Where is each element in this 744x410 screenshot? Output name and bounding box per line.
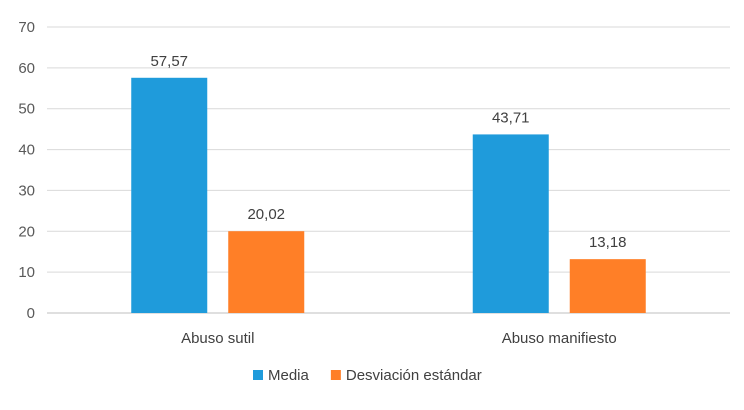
bar-desviacion-abuso-manifiesto: [569, 259, 646, 313]
y-tick-label: 50: [18, 101, 35, 118]
bars: [131, 77, 646, 313]
y-tick-label: 40: [18, 142, 35, 159]
data-label: 57,57: [150, 53, 188, 70]
bar-media-abuso-sutil: [131, 77, 208, 313]
bar-desviacion-abuso-sutil: [228, 231, 305, 313]
x-axis-categories: Abuso sutil Abuso manifiesto: [181, 330, 617, 347]
category-label: Abuso sutil: [181, 330, 254, 347]
data-label: 13,18: [589, 234, 627, 251]
legend-label: Desviación estándar: [346, 367, 482, 384]
y-tick-label: 70: [18, 19, 35, 36]
data-labels: 57,57 20,02 43,71 13,18: [150, 53, 626, 251]
legend-swatch: [330, 370, 341, 380]
category-label: Abuso manifiesto: [502, 330, 617, 347]
y-tick-label: 20: [18, 223, 35, 240]
y-tick-label: 30: [18, 182, 35, 199]
y-axis-ticks: 0 10 20 30 40 50 60 70: [18, 19, 35, 322]
legend-swatch: [253, 370, 263, 380]
data-label: 20,02: [247, 206, 285, 223]
legend: Media Desviación estándar: [253, 367, 482, 384]
y-tick-label: 0: [27, 305, 35, 322]
y-tick-label: 60: [18, 60, 35, 77]
legend-label: Media: [268, 367, 310, 384]
y-tick-label: 10: [18, 264, 35, 281]
data-label: 43,71: [492, 109, 530, 126]
bar-media-abuso-manifiesto: [472, 134, 549, 313]
